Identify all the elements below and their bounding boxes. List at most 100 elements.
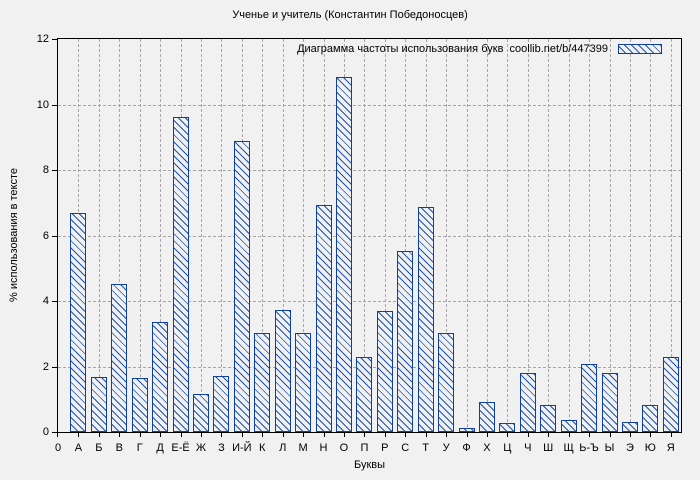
bar-Д [152, 322, 168, 432]
x-tick-label: А [74, 442, 83, 454]
chart-title: Ученье и учитель (Константин Победоносце… [232, 9, 468, 21]
x-tick-label: Х [483, 442, 491, 454]
x-tick-label: И-Й [232, 442, 252, 454]
y-tick-mark [52, 170, 57, 171]
x-tick-mark [385, 433, 386, 437]
x-tick-label: Ф [462, 442, 471, 454]
x-tick-label: Ь-Ъ [579, 442, 599, 454]
x-tick-label: Б [95, 442, 103, 454]
y-tick-mark [52, 432, 57, 433]
gridline-h [58, 235, 681, 237]
x-tick-mark [446, 433, 447, 437]
x-tick-mark [262, 433, 263, 437]
x-tick-mark [344, 433, 345, 437]
x-tick-mark [160, 433, 161, 437]
bar-Р [377, 311, 393, 432]
bar-Ш [540, 405, 556, 432]
x-tick-mark [487, 433, 488, 437]
y-tick-label: 10 [36, 98, 49, 111]
x-tick-label: Э [625, 442, 634, 454]
x-tick-mark [283, 433, 284, 437]
x-origin-label: 0 [54, 442, 62, 454]
x-tick-label: Р [381, 442, 389, 454]
y-tick-label: 12 [36, 33, 49, 45]
bar-У [438, 333, 454, 432]
x-tick-mark [548, 433, 549, 437]
bar-Ч [520, 373, 536, 432]
x-tick-mark [426, 433, 427, 437]
x-tick-label: Г [136, 442, 143, 454]
bar-Н [316, 205, 332, 432]
x-tick-label: Т [422, 442, 430, 454]
y-tick-mark [52, 105, 57, 106]
bar-З [213, 376, 229, 432]
x-tick-mark [303, 433, 304, 437]
x-tick-label: С [401, 442, 410, 454]
x-tick-mark [364, 433, 365, 437]
x-tick-mark [140, 433, 141, 437]
x-tick-mark [671, 433, 672, 437]
x-tick-label: Е-Ё [171, 442, 190, 454]
x-tick-mark [119, 433, 120, 437]
bar-А [70, 213, 86, 432]
x-axis-label: Буквы [353, 459, 386, 471]
y-tick-mark [52, 39, 57, 40]
x-tick-mark [507, 433, 508, 437]
bar-Ф [459, 428, 475, 432]
y-tick-label: 0 [42, 426, 49, 438]
bar-Л [275, 310, 291, 432]
x-tick-label: Ш [543, 442, 554, 454]
x-tick-label: Ы [604, 442, 615, 454]
x-tick-mark [324, 433, 325, 437]
x-tick-mark [528, 433, 529, 437]
bar-Ц [499, 423, 515, 432]
x-tick-label: В [115, 442, 123, 454]
legend: Диаграмма частоты использования букв coo… [297, 43, 662, 55]
bar-С [397, 251, 413, 432]
gridline-h [58, 104, 681, 106]
x-tick-mark [650, 433, 651, 437]
bar-В [111, 284, 127, 432]
x-tick-mark [467, 433, 468, 437]
x-tick-mark [589, 433, 590, 437]
x-tick-label: Ц [503, 442, 512, 454]
plot-area: Диаграмма частоты использования букв coo… [57, 38, 682, 433]
x-tick-mark [201, 433, 202, 437]
bar-К [254, 333, 270, 432]
x-tick-label: У [442, 442, 450, 454]
y-tick-label: 6 [42, 229, 49, 242]
bar-Ы [602, 373, 618, 432]
x-tick-mark [221, 433, 222, 437]
y-tick-mark [52, 367, 57, 368]
y-tick-mark [52, 301, 57, 302]
gridline-h [58, 301, 681, 302]
x-tick-label: Щ [563, 442, 574, 454]
x-tick-label: Д [156, 442, 164, 454]
bar-Б [91, 377, 107, 432]
bar-Щ [561, 420, 577, 432]
y-tick-label: 8 [42, 164, 49, 176]
bar-П [356, 357, 372, 432]
x-tick-mark [99, 433, 100, 437]
x-tick-label: Я [666, 442, 675, 454]
x-tick-label: Н [319, 442, 328, 454]
bar-О [336, 77, 352, 432]
bar-М [295, 333, 311, 432]
x-tick-mark [181, 433, 182, 437]
x-tick-label: Ч [524, 442, 532, 454]
bar-Я [663, 357, 679, 432]
x-tick-label: П [360, 442, 369, 454]
bar-Э [622, 422, 638, 432]
x-tick-label: К [259, 442, 266, 454]
x-tick-label: Ж [195, 442, 207, 454]
y-tick-label: 4 [42, 295, 49, 307]
x-tick-mark [405, 433, 406, 437]
bar-И-Й [234, 141, 250, 432]
y-tick-mark [52, 236, 57, 237]
bar-Ю [642, 405, 658, 432]
bar-Г [132, 378, 148, 432]
x-tick-label: З [218, 442, 225, 454]
bar-Х [479, 402, 495, 432]
x-tick-label: М [298, 442, 308, 454]
